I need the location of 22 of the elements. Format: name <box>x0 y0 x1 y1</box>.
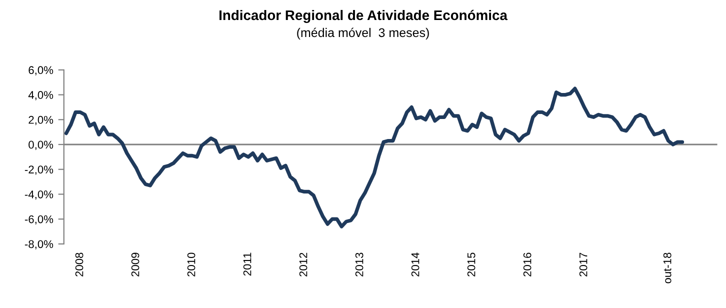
x-tick-label: out-18 <box>663 252 672 284</box>
x-tick-label: 2010 <box>187 252 196 276</box>
x-tick-label: 2017 <box>579 252 588 276</box>
x-tick-label: 2011 <box>243 252 252 276</box>
x-tick-label: 2015 <box>467 252 476 276</box>
y-tick-label: 2,0% <box>28 116 54 126</box>
y-tick-label: 0,0% <box>28 140 54 150</box>
line-series <box>64 86 684 228</box>
y-tick-label: 6,0% <box>28 66 54 76</box>
x-tick-label: 2016 <box>523 252 532 276</box>
y-tick-label: -4,0% <box>24 190 54 200</box>
y-tick-label: -6,0% <box>24 215 54 225</box>
y-tick-label: -8,0% <box>24 240 54 250</box>
y-tick-label: -2,0% <box>24 166 54 175</box>
x-tick-label: 2013 <box>355 252 364 276</box>
x-tick-label: 2014 <box>411 252 420 276</box>
chart-subtitle: (média móvel 3 meses) <box>297 28 429 40</box>
x-tick-label: 2008 <box>75 252 84 276</box>
y-tick-label: 4,0% <box>28 91 54 100</box>
x-tick-label: 2009 <box>131 252 140 276</box>
x-tick-label: 2012 <box>299 252 308 276</box>
chart-title: Indicador Regional de Atividade Económica <box>219 10 508 23</box>
